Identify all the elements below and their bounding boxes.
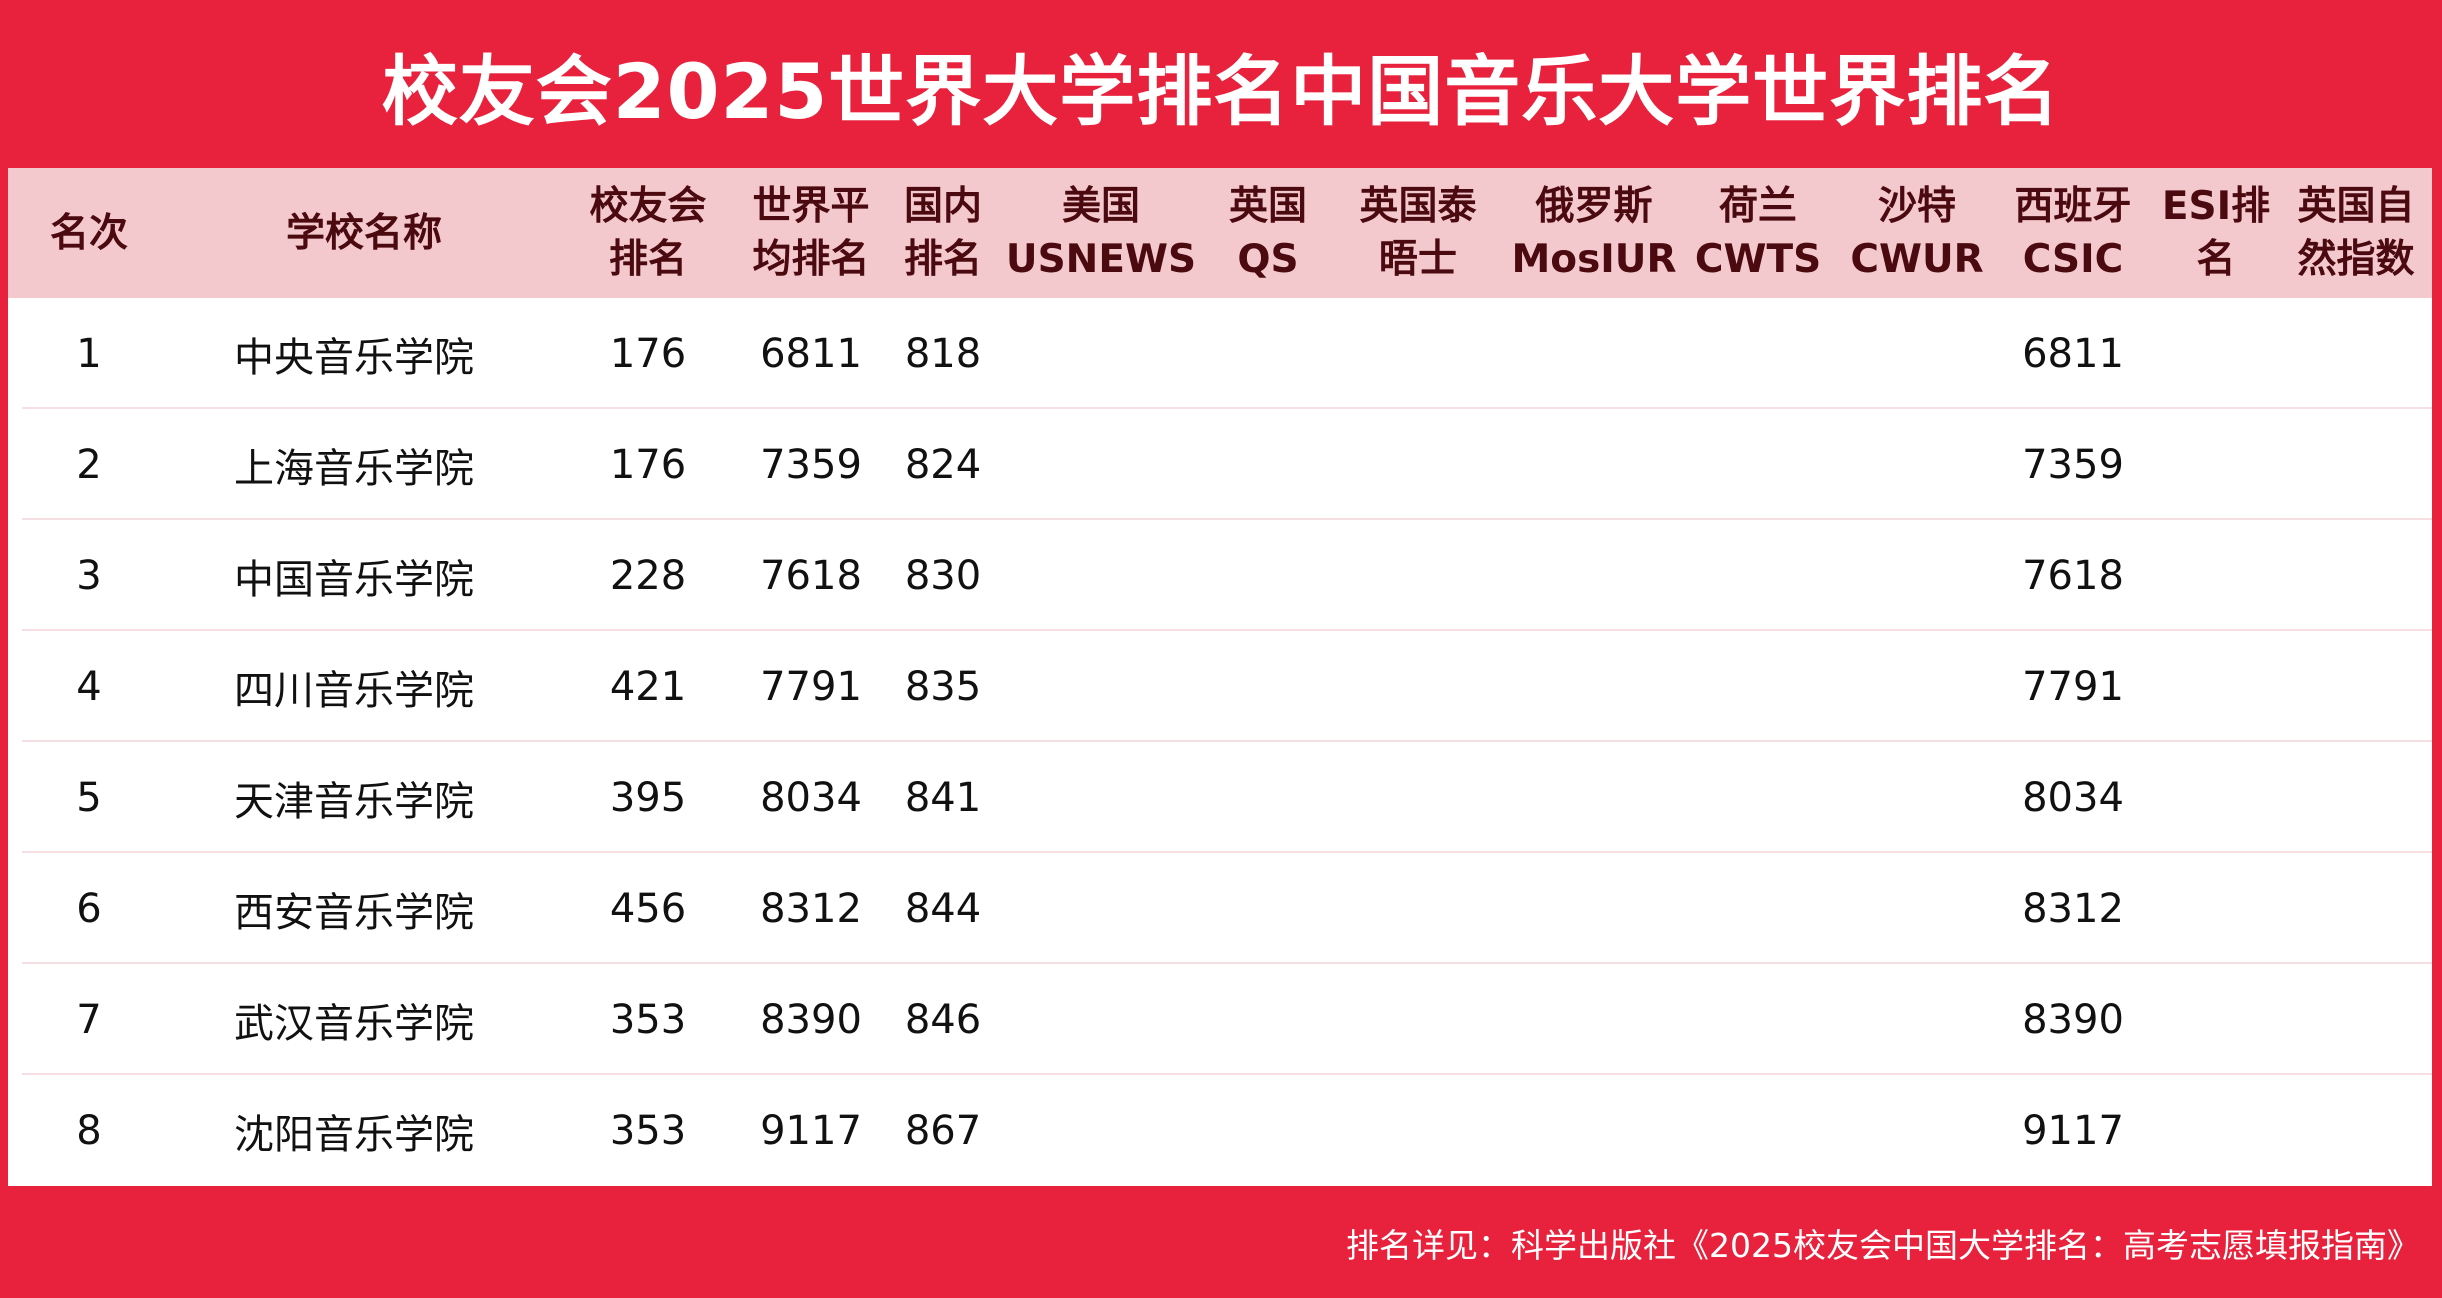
table-row: 8 沈阳音乐学院 353 9117 867 9117 [22,1075,2432,1186]
table-row: 4 四川音乐学院 421 7791 835 7791 [22,631,2432,742]
cell-rank: 8 [76,1107,102,1154]
cell-world-avg-rank: 7791 [760,663,862,710]
cell-csic: 7359 [2022,441,2124,488]
row-divider [22,1073,2432,1075]
cell-school: 武汉音乐学院 [234,1000,474,1047]
row-divider [22,740,2432,742]
header-csic: 西班牙 CSIC [2014,184,2132,282]
table-row: 1 中央音乐学院 176 6811 818 6811 [22,298,2432,409]
cell-csic: 8390 [2022,996,2124,1043]
cell-world-avg-rank: 9117 [760,1107,862,1154]
page-title: 校友会2025世界大学排名中国音乐大学世界排名 [381,47,2061,136]
cell-rank: 2 [76,441,102,488]
table-header: 名次 学校名称 校友会 排名 世界平 均排名 国内 排名 美国 USNEWS 英… [8,168,2432,298]
header-cwts: 荷兰 CWTS [1694,184,1822,282]
cell-world-avg-rank: 8312 [760,885,862,932]
header-mosiur: 俄罗斯 MosIUR [1511,184,1677,282]
cell-domestic-rank: 824 [904,441,982,488]
cell-cuaa-rank: 456 [609,885,687,932]
cell-csic: 9117 [2022,1107,2124,1154]
header-cuaa-rank: 校友会 排名 [589,184,707,282]
cell-domestic-rank: 818 [904,330,982,377]
cell-school: 上海音乐学院 [234,445,474,492]
cell-domestic-rank: 867 [904,1107,982,1154]
table-row: 6 西安音乐学院 456 8312 844 8312 [22,853,2432,964]
cell-cuaa-rank: 353 [609,996,687,1043]
cell-csic: 8312 [2022,885,2124,932]
cell-csic: 7618 [2022,552,2124,599]
table-row: 2 上海音乐学院 176 7359 824 7359 [22,409,2432,520]
source-note: 排名详见：科学出版社《2025校友会中国大学排名：高考志愿填报指南》 [1346,1226,2420,1265]
cell-cuaa-rank: 176 [609,330,687,377]
cell-school: 西安音乐学院 [234,889,474,936]
table-row: 5 天津音乐学院 395 8034 841 8034 [22,742,2432,853]
cell-domestic-rank: 835 [904,663,982,710]
row-divider [22,962,2432,964]
row-divider [22,518,2432,520]
header-world-avg-rank: 世界平 均排名 [752,184,870,282]
cell-domestic-rank: 844 [904,885,982,932]
header-esi: ESI排 名 [2161,184,2271,282]
cell-school: 中央音乐学院 [234,334,474,381]
header-nature-index: 英国自 然指数 [2297,184,2415,282]
cell-world-avg-rank: 6811 [760,330,862,377]
cell-world-avg-rank: 7618 [760,552,862,599]
cell-school: 四川音乐学院 [234,667,474,714]
cell-world-avg-rank: 7359 [760,441,862,488]
ranking-table: 名次 学校名称 校友会 排名 世界平 均排名 国内 排名 美国 USNEWS 英… [8,168,2432,1186]
cell-csic: 7791 [2022,663,2124,710]
header-school: 学校名称 [285,210,442,256]
cell-domestic-rank: 841 [904,774,982,821]
table-row: 3 中国音乐学院 228 7618 830 7618 [22,520,2432,631]
cell-world-avg-rank: 8390 [760,996,862,1043]
table-row: 7 武汉音乐学院 353 8390 846 8390 [22,964,2432,1075]
cell-domestic-rank: 846 [904,996,982,1043]
cell-rank: 7 [76,996,102,1043]
cell-rank: 6 [76,885,102,932]
cell-cuaa-rank: 421 [609,663,687,710]
cell-cuaa-rank: 176 [609,441,687,488]
cell-school: 沈阳音乐学院 [234,1111,474,1158]
header-rank: 名次 [49,210,128,256]
row-divider [22,851,2432,853]
header-qs: 英国 QS [1228,184,1307,282]
header-cwur: 沙特 CWUR [1850,184,1984,282]
cell-rank: 4 [76,663,102,710]
cell-world-avg-rank: 8034 [760,774,862,821]
cell-csic: 6811 [2022,330,2124,377]
cell-cuaa-rank: 353 [609,1107,687,1154]
header-times: 英国泰 晤士 [1359,184,1477,282]
row-divider [22,629,2432,631]
cell-rank: 5 [76,774,102,821]
cell-rank: 1 [76,330,102,377]
cell-cuaa-rank: 395 [609,774,687,821]
header-usnews: 美国 USNEWS [1005,184,1197,282]
cell-domestic-rank: 830 [904,552,982,599]
header-domestic-rank: 国内 排名 [903,184,982,282]
cell-csic: 8034 [2022,774,2124,821]
cell-cuaa-rank: 228 [609,552,687,599]
cell-rank: 3 [76,552,102,599]
cell-school: 中国音乐学院 [234,556,474,603]
cell-school: 天津音乐学院 [234,778,474,825]
row-divider [22,407,2432,409]
